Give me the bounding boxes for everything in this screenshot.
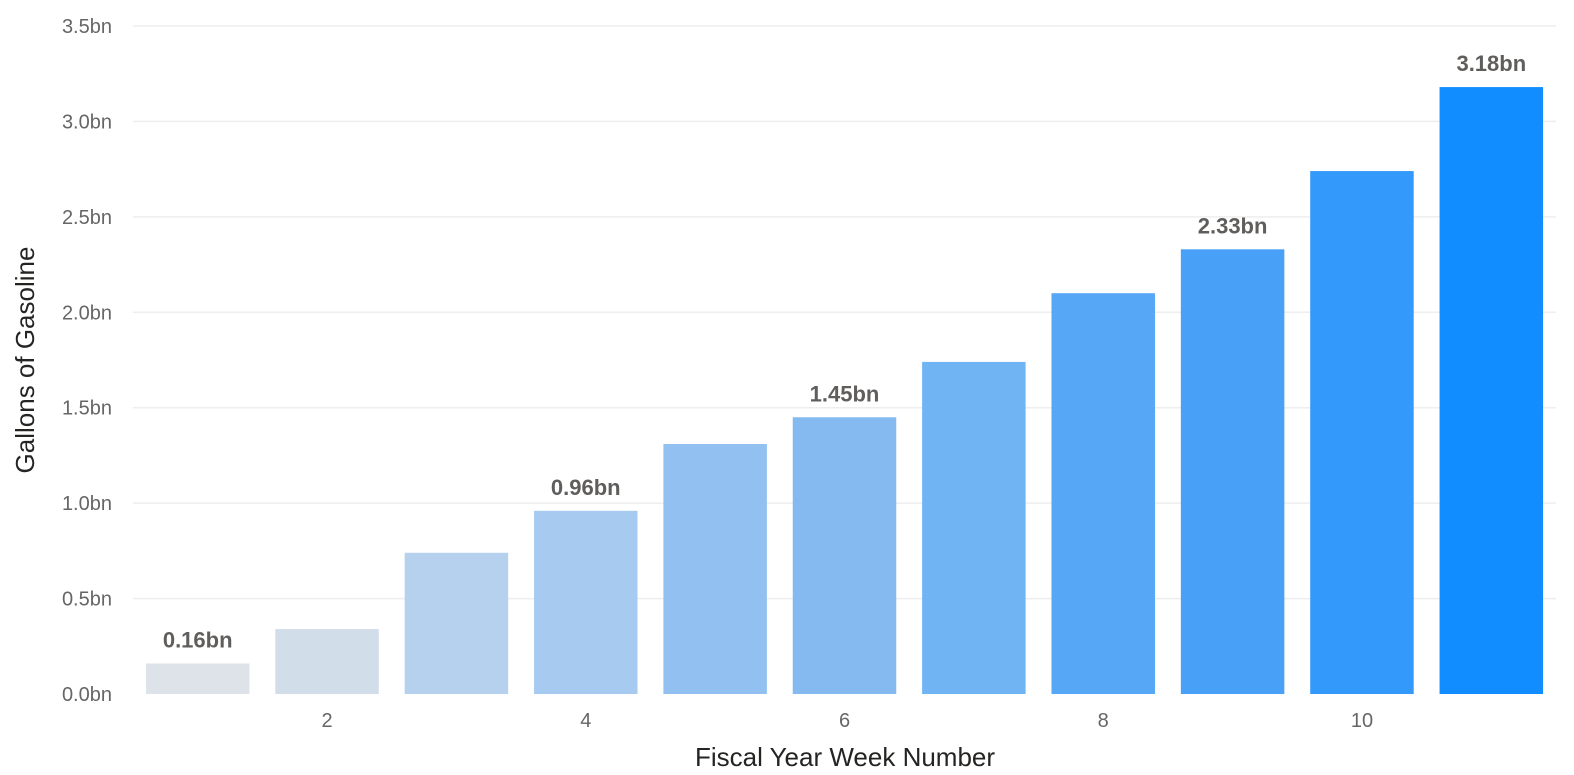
data-label-week-9: 2.33bn	[1198, 213, 1268, 238]
y-tick-label: 2.5bn	[62, 207, 112, 229]
bars	[145, 87, 1544, 695]
bar-week-8[interactable]	[1051, 293, 1155, 694]
y-tick-label: 3.5bn	[62, 16, 112, 38]
bar-week-10[interactable]	[1310, 171, 1414, 695]
data-label-week-4: 0.96bn	[551, 475, 621, 500]
y-tick-label: 3.0bn	[62, 111, 112, 133]
bar-week-7[interactable]	[922, 361, 1026, 694]
bar-week-1[interactable]	[145, 663, 250, 694]
x-tick-label: 8	[1098, 710, 1109, 732]
data-label-week-6: 1.45bn	[810, 381, 880, 406]
bar-week-9[interactable]	[1180, 249, 1285, 694]
y-axis-tick-labels: 0.0bn 0.5bn 1.0bn 1.5bn 2.0bn 2.5bn 3.0bn 3.5bn	[62, 16, 112, 706]
y-axis-title: Gallons of Gasoline	[10, 247, 40, 474]
bar-week-4[interactable]	[534, 510, 638, 694]
y-tick-label: 1.5bn	[62, 398, 112, 420]
gridlines	[133, 25, 1556, 600]
x-axis-title: Fiscal Year Week Number	[695, 742, 995, 772]
data-label-week-1: 0.16bn	[163, 627, 233, 652]
y-tick-label: 2.0bn	[62, 302, 112, 324]
bar-week-5[interactable]	[663, 443, 767, 694]
y-tick-label: 0.5bn	[62, 589, 112, 611]
x-tick-label: 10	[1351, 710, 1373, 732]
y-tick-label: 1.0bn	[62, 493, 112, 515]
data-label-week-11: 3.18bn	[1456, 51, 1526, 76]
bar-week-2[interactable]	[275, 629, 379, 694]
bar-week-3[interactable]	[404, 552, 509, 694]
x-tick-label: 2	[321, 710, 332, 732]
x-axis-tick-labels: 2 4 6 8 10	[321, 710, 1373, 732]
data-labels: 0.16bn 0.96bn 1.45bn 2.33bn 3.18bn	[163, 51, 1526, 652]
x-tick-label: 6	[839, 710, 850, 732]
y-tick-label: 0.0bn	[62, 684, 112, 706]
bar-week-11[interactable]	[1439, 87, 1544, 695]
bar-week-6[interactable]	[792, 417, 897, 694]
x-tick-label: 4	[580, 710, 591, 732]
